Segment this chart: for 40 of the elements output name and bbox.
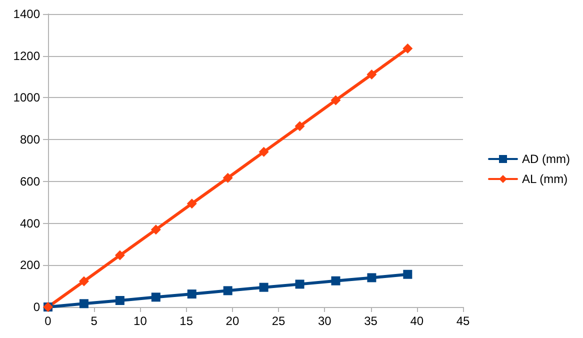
x-tick-label: 25 — [272, 314, 286, 328]
point — [78, 276, 89, 286]
point — [223, 286, 232, 296]
legend-label: AD (mm) — [522, 152, 570, 166]
point — [222, 172, 233, 183]
point — [114, 250, 125, 260]
x-tick-label: 30 — [318, 314, 332, 328]
point — [186, 198, 197, 209]
point — [115, 296, 124, 306]
point — [259, 282, 268, 292]
point — [403, 270, 412, 279]
y-tick-label: 800 — [20, 132, 40, 147]
x-tick-label: 5 — [90, 314, 98, 328]
x-tick-label: 10 — [134, 314, 148, 328]
point — [402, 44, 413, 54]
point — [187, 290, 196, 299]
x-tick-label: 40 — [410, 314, 424, 328]
legend-label: AL (mm) — [522, 172, 568, 186]
y-tick-label: 600 — [20, 174, 40, 188]
y-tick-label: 1200 — [13, 48, 40, 63]
y-tick-label: 1000 — [13, 90, 40, 105]
x-tick-label: 20 — [226, 314, 240, 328]
point — [150, 224, 161, 235]
y-tick-label: 200 — [20, 258, 40, 272]
y-tick-label: 400 — [20, 216, 40, 230]
x-tick-label: 0 — [44, 314, 52, 328]
point — [294, 121, 305, 132]
point — [258, 146, 269, 157]
y-tick-label: 1400 — [13, 7, 40, 21]
point — [330, 95, 341, 106]
point — [151, 292, 160, 302]
point — [79, 299, 88, 308]
y-tick-label: 0 — [33, 300, 40, 314]
point — [366, 69, 377, 80]
x-tick-label: 45 — [456, 314, 470, 328]
x-tick-label: 15 — [180, 314, 194, 328]
x-tick-label: 35 — [364, 314, 378, 328]
point — [331, 276, 340, 286]
point — [367, 273, 376, 282]
point — [295, 280, 304, 289]
